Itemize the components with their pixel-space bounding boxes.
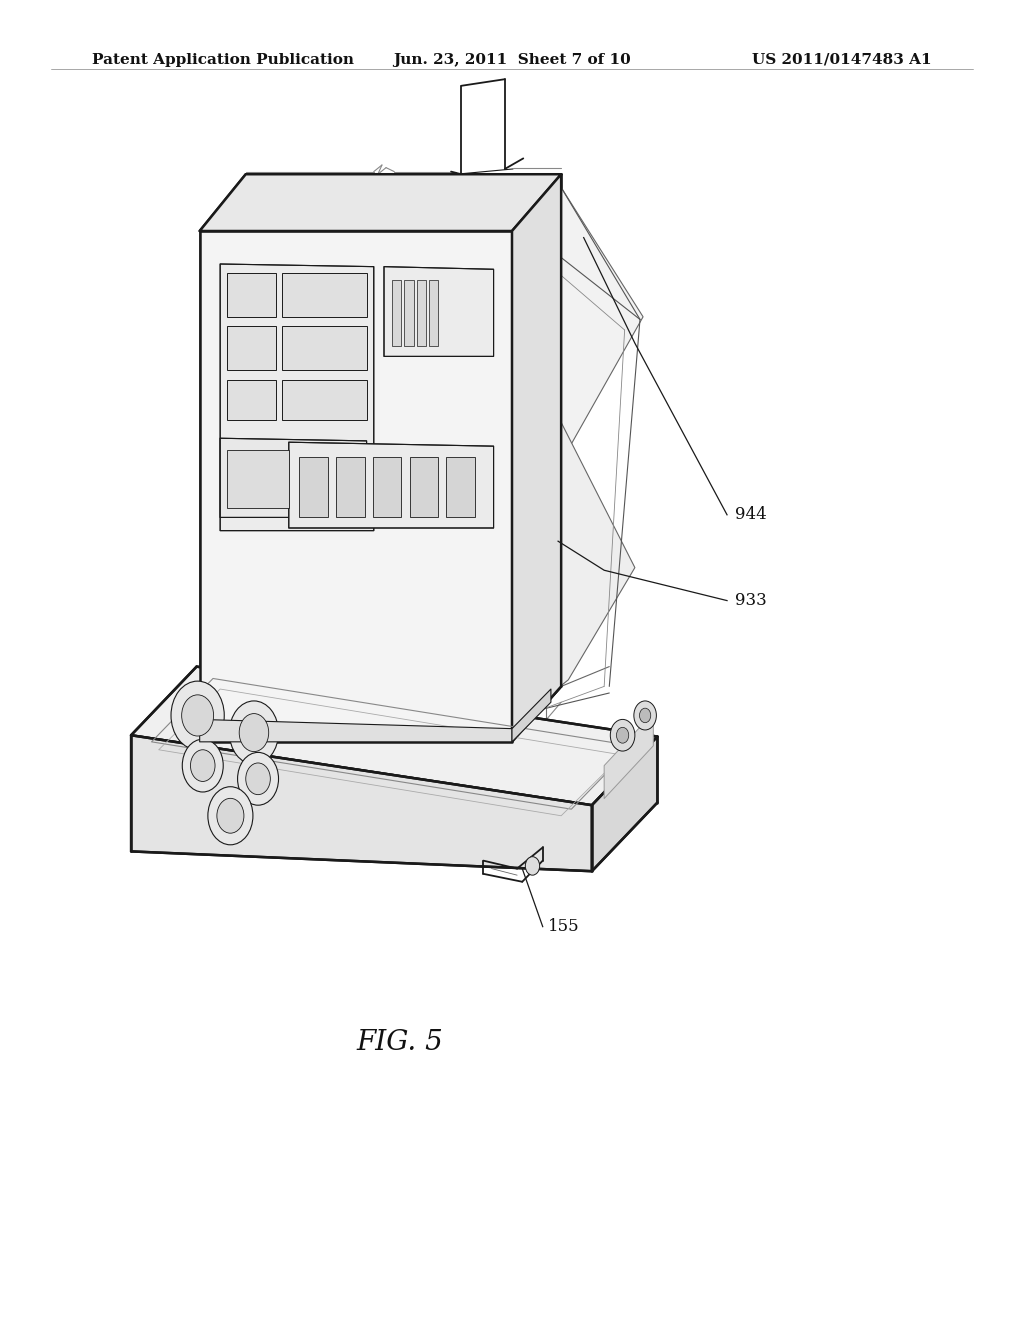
Polygon shape — [131, 667, 657, 805]
Circle shape — [229, 701, 279, 764]
Circle shape — [182, 739, 223, 792]
Bar — [299, 457, 328, 517]
Polygon shape — [220, 438, 367, 517]
Circle shape — [217, 799, 244, 833]
Bar — [282, 273, 367, 317]
Polygon shape — [200, 719, 512, 742]
Bar — [392, 280, 401, 346]
Text: Patent Application Publication: Patent Application Publication — [92, 53, 354, 67]
Polygon shape — [527, 422, 635, 713]
Circle shape — [208, 787, 253, 845]
Bar — [227, 450, 289, 508]
Text: 933: 933 — [735, 593, 767, 609]
Circle shape — [616, 727, 629, 743]
Circle shape — [181, 694, 214, 737]
Polygon shape — [512, 689, 551, 742]
Circle shape — [610, 719, 635, 751]
Text: 944: 944 — [735, 507, 767, 523]
Bar — [373, 457, 401, 517]
Circle shape — [190, 750, 215, 781]
Bar — [227, 326, 276, 370]
Bar — [336, 457, 365, 517]
Polygon shape — [200, 174, 561, 231]
Polygon shape — [512, 174, 561, 742]
Circle shape — [171, 681, 224, 750]
Text: Jun. 23, 2011  Sheet 7 of 10: Jun. 23, 2011 Sheet 7 of 10 — [393, 53, 631, 67]
Bar — [429, 280, 438, 346]
Polygon shape — [289, 442, 494, 528]
Polygon shape — [200, 231, 512, 742]
Bar — [417, 280, 426, 346]
Polygon shape — [220, 264, 374, 531]
Circle shape — [238, 752, 279, 805]
Bar — [227, 273, 276, 317]
Bar — [282, 326, 367, 370]
Bar — [282, 380, 367, 420]
Bar — [404, 280, 414, 346]
Bar — [410, 457, 438, 517]
Polygon shape — [131, 735, 592, 871]
Text: 155: 155 — [548, 919, 580, 935]
Text: US 2011/0147483 A1: US 2011/0147483 A1 — [753, 53, 932, 67]
Circle shape — [240, 714, 268, 751]
Polygon shape — [604, 713, 653, 799]
Circle shape — [639, 708, 651, 722]
Circle shape — [246, 763, 270, 795]
Bar — [446, 457, 475, 517]
Text: FIG. 5: FIG. 5 — [356, 1030, 442, 1056]
Polygon shape — [384, 267, 494, 356]
Circle shape — [634, 701, 656, 730]
Polygon shape — [527, 187, 643, 462]
Polygon shape — [592, 737, 657, 871]
Circle shape — [525, 857, 540, 875]
Bar — [227, 380, 276, 420]
